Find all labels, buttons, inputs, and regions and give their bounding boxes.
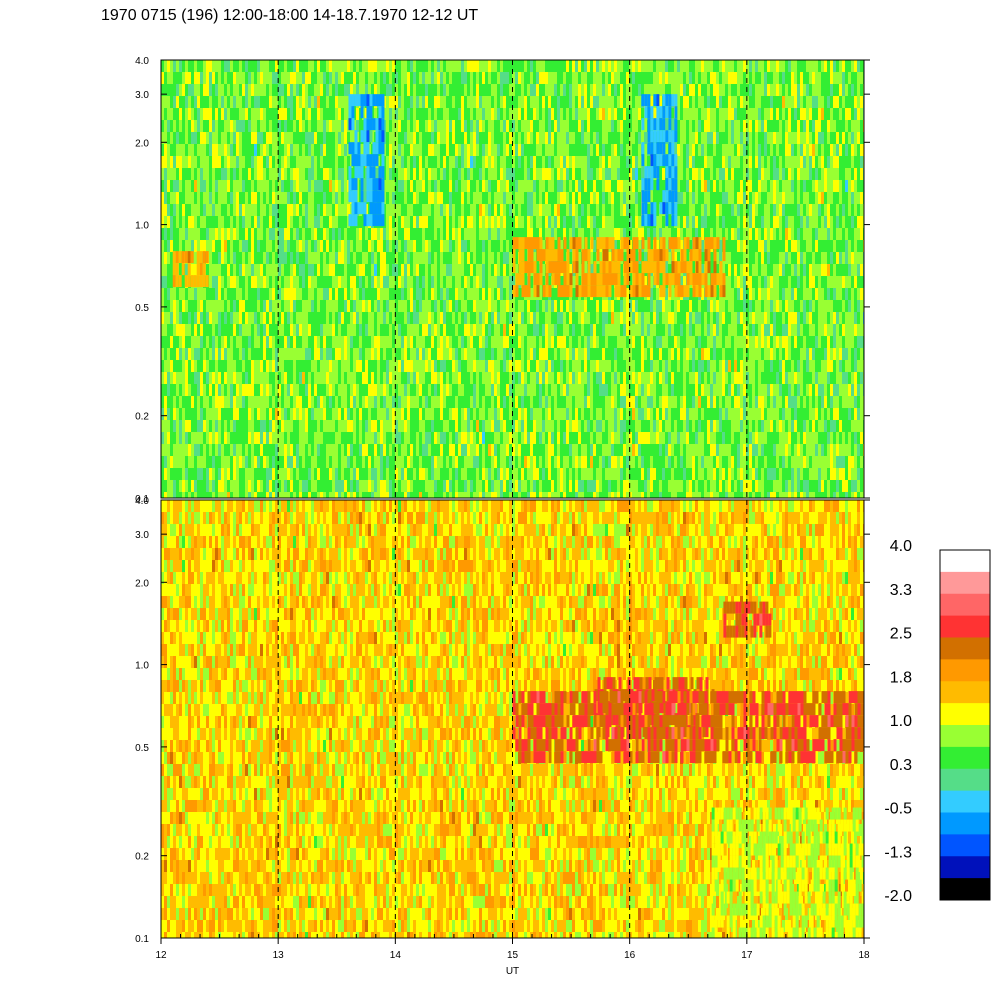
y-tick-label: 4.0 (135, 56, 149, 67)
y-tick-label: 0.1 (135, 494, 149, 505)
y-tick-label: 0.2 (135, 412, 149, 423)
colorbar-band (940, 878, 990, 901)
y-tick-label: 4.0 (135, 496, 149, 507)
colorbar-band (940, 746, 990, 770)
lower-panel: 4.0 3.0 2.0 1.0 0.5 0.2 0.1 12 13 14 15 16 17 18 (135, 496, 870, 961)
colorbar-band (940, 550, 990, 573)
x-tick-label: 15 (507, 950, 519, 961)
x-tick-label: 12 (155, 950, 167, 961)
y-tick-label: 0.5 (135, 743, 149, 754)
colorbar-label: 1.0 (890, 713, 912, 730)
colorbar-label: 0.3 (890, 757, 912, 774)
colorbar-band (940, 725, 990, 748)
x-tick-label: 17 (741, 950, 753, 961)
x-tick-label: 18 (858, 950, 870, 961)
colorbar-band (940, 768, 990, 792)
colorbar-label: -0.5 (884, 801, 912, 818)
colorbar-label: -1.3 (884, 844, 912, 861)
colorbar-band (940, 659, 990, 682)
colorbar-band (940, 856, 990, 879)
colorbar-band (940, 834, 990, 857)
colorbar-band (940, 593, 990, 617)
y-tick-label: 3.0 (135, 90, 149, 101)
x-tick-label: 16 (624, 950, 636, 961)
upper-panel: 4.0 3.0 2.0 1.0 0.5 0.2 0.1 (135, 56, 870, 505)
colorbar-band (940, 615, 990, 638)
colorbar: 4.0 3.3 2.5 1.8 1.0 0.3 -0.5 -1.3 -2.0 (884, 538, 991, 905)
colorbar-band (940, 790, 990, 813)
y-tick-label: 1.0 (135, 221, 149, 232)
colorbar-label: -2.0 (884, 888, 912, 905)
colorbar-label: 1.8 (890, 669, 912, 686)
colorbar-band (940, 571, 990, 595)
heatmap-plot-area (161, 60, 864, 498)
y-tick-label: 2.0 (135, 578, 149, 589)
colorbar-band (940, 637, 990, 660)
colorbar-band (940, 812, 990, 835)
y-tick-label: 0.5 (135, 303, 149, 314)
colorbar-band (940, 703, 990, 726)
x-tick-label: 14 (390, 950, 402, 961)
y-tick-label: 0.1 (135, 934, 149, 945)
y-tick-label: 1.0 (135, 661, 149, 672)
heatmap-plot-area (161, 500, 864, 938)
chart-title: 1970 0715 (196) 12:00-18:00 14-18.7.1970… (101, 7, 478, 24)
y-tick-label: 0.2 (135, 852, 149, 863)
colorbar-band (940, 681, 990, 704)
colorbar-label: 4.0 (890, 538, 912, 555)
colorbar-label: 3.3 (890, 582, 912, 599)
x-axis-label: UT (506, 966, 519, 977)
panel-frame (160, 59, 865, 499)
y-tick-label: 3.0 (135, 530, 149, 541)
colorbar-label: 2.5 (890, 626, 912, 643)
x-tick-label: 13 (273, 950, 285, 961)
y-tick-label: 2.0 (135, 138, 149, 149)
